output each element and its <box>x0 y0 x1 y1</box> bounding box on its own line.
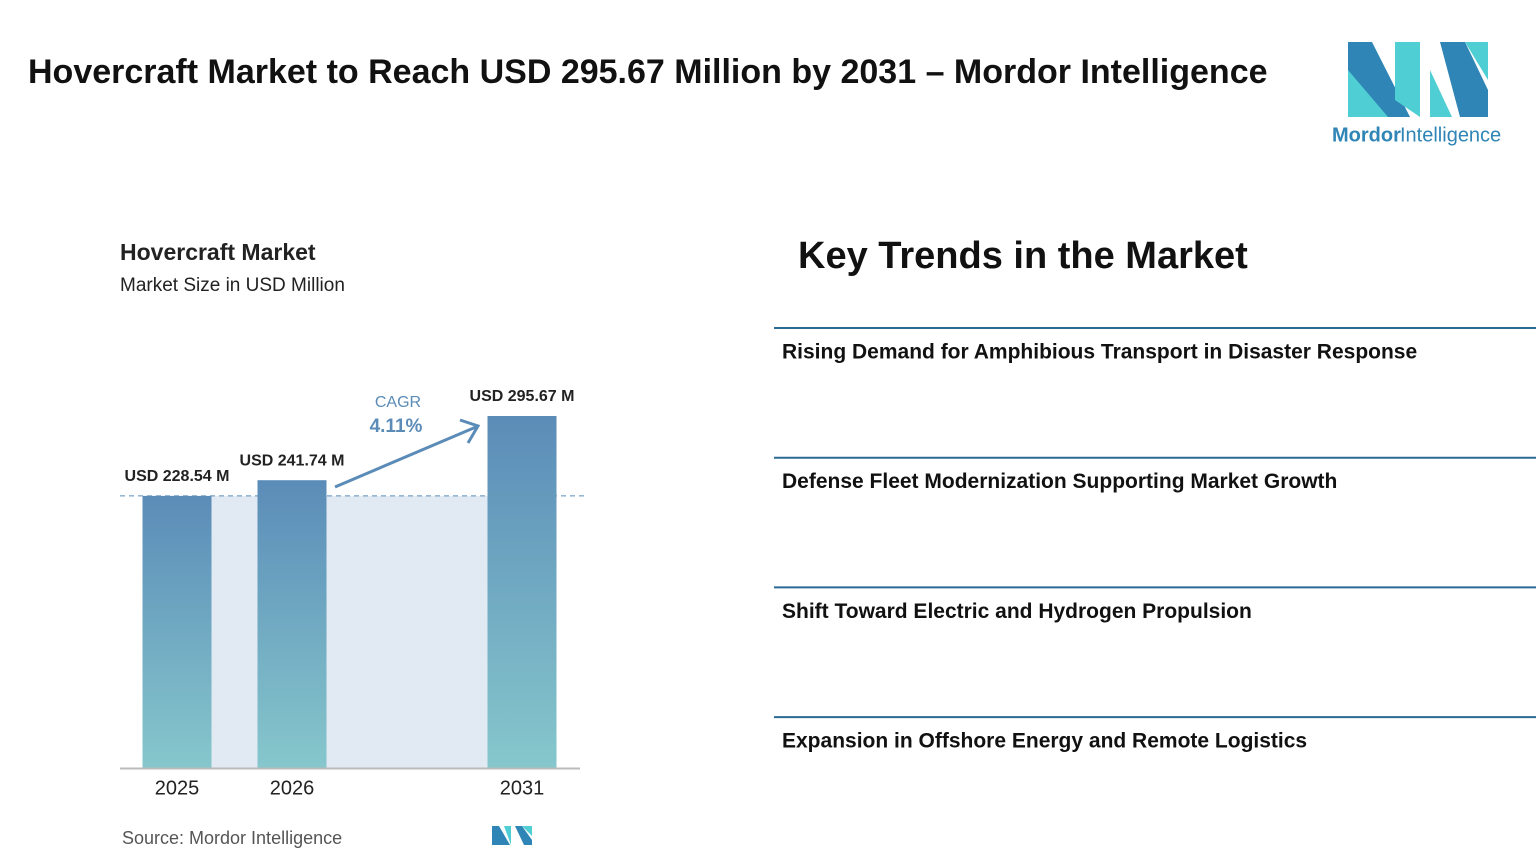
x-tick-label: 2031 <box>500 777 545 799</box>
logo-shape <box>504 826 511 845</box>
logo-shape <box>1348 70 1388 117</box>
x-tick-label: 2026 <box>270 777 315 799</box>
trends-title: Key Trends in the Market <box>798 235 1248 277</box>
trend-item: Expansion in Offshore Energy and Remote … <box>782 730 1307 753</box>
trend-item: Shift Toward Electric and Hydrogen Propu… <box>782 600 1252 623</box>
cagr-label: CAGR <box>375 394 421 411</box>
cagr-arrow <box>334 425 477 489</box>
cagr-arrow-head <box>459 418 481 444</box>
trend-item: Defense Fleet Modernization Supporting M… <box>782 470 1337 493</box>
logo-shape <box>1440 42 1488 117</box>
logo-shape <box>522 826 532 836</box>
logo-text: Mordor <box>1332 124 1401 146</box>
source: Source: Mordor Intelligence <box>122 828 342 848</box>
value-label: USD 228.54 M <box>125 468 230 485</box>
x-tick-label: 2025 <box>155 777 200 799</box>
trend-item: Rising Demand for Amphibious Transport i… <box>782 341 1417 364</box>
logo-shape <box>1465 42 1488 80</box>
value-label: USD 241.74 M <box>240 452 345 469</box>
plot: USD 228.54 M 2025 USD 241.74 M 2026 USD 295.… <box>120 388 584 799</box>
value-label: USD 295.67 M <box>470 388 575 405</box>
logo-shape <box>1395 42 1420 117</box>
trends-list: Rising Demand for Amphibious Transport i… <box>774 327 1536 753</box>
bar <box>487 416 557 768</box>
chart-title: Hovercraft Market <box>120 239 316 265</box>
bar <box>142 495 212 768</box>
logo-shape <box>492 826 510 845</box>
small-logo <box>492 826 532 845</box>
logo-shape <box>1430 70 1452 117</box>
logo-text: Intelligence <box>1400 124 1501 146</box>
bar <box>257 480 327 768</box>
cagr-value: 4.11% <box>370 416 423 437</box>
logo-shape <box>515 826 532 845</box>
page-title: Hovercraft Market to Reach USD 295.67 Mi… <box>28 53 1268 91</box>
chart-subtitle: Market Size in USD Million <box>120 275 345 296</box>
logo: Mordor Intelligence <box>1332 42 1501 146</box>
